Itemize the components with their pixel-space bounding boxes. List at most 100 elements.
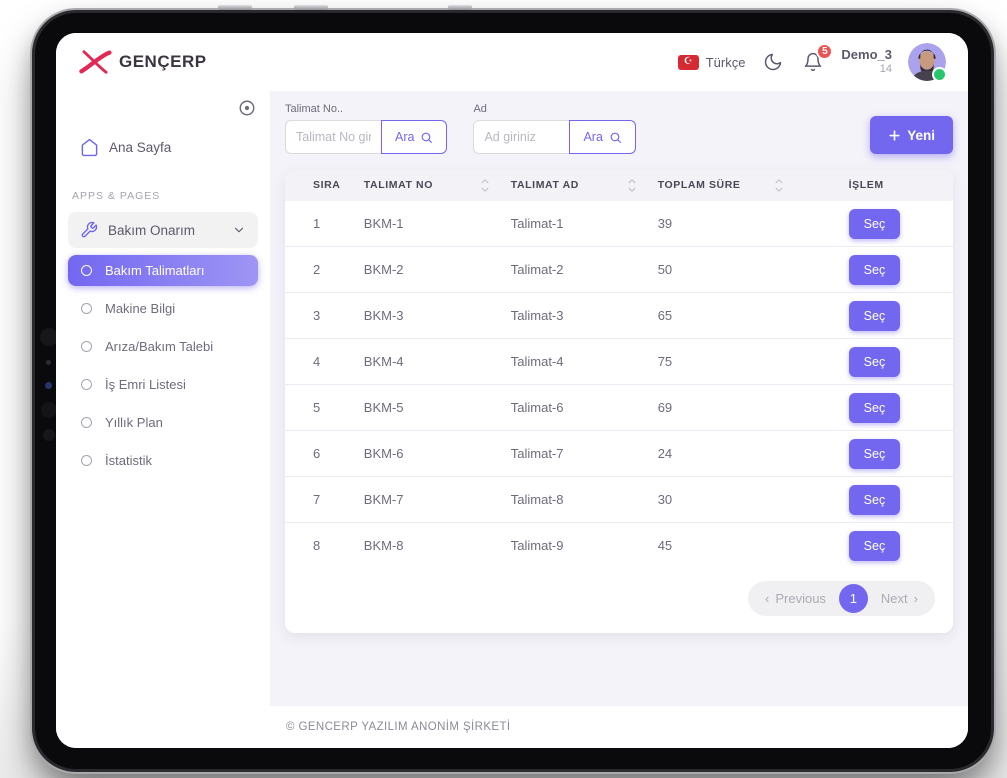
sec-button[interactable]: Seç xyxy=(848,438,901,469)
search-button-label: Ara xyxy=(583,130,603,144)
table-header-row: SIRA TALIMAT NO xyxy=(285,170,953,201)
ad-search-button[interactable]: Ara xyxy=(569,120,636,154)
new-button[interactable]: Yeni xyxy=(870,116,953,154)
col-talimat-ad[interactable]: TALIMAT AD xyxy=(498,170,646,201)
cell-toplam-sure: 24 xyxy=(645,430,793,477)
app-window: GENÇERP ☪ Türkçe xyxy=(56,33,968,748)
home-icon xyxy=(81,138,98,157)
sidebar-item-ana-sayfa[interactable]: Ana Sayfa xyxy=(68,129,258,166)
sidebar-item-yillik-plan[interactable]: Yıllık Plan xyxy=(68,407,258,438)
pagination-pill: ‹ Previous 1 Next › xyxy=(748,581,935,616)
table-row: 7 BKM-7 Talimat-8 30 Seç xyxy=(285,476,953,523)
avatar[interactable] xyxy=(908,43,947,82)
cell-sira: 5 xyxy=(285,384,352,431)
cell-talimat-ad: Talimat-4 xyxy=(498,338,646,385)
cell-toplam-sure: 39 xyxy=(645,200,793,247)
cell-sira: 7 xyxy=(285,476,352,523)
tablet-camera-dot xyxy=(46,360,51,365)
sec-button[interactable]: Seç xyxy=(848,392,901,423)
col-talimat-no[interactable]: TALIMAT NO xyxy=(351,170,499,201)
tablet-frame: GENÇERP ☪ Türkçe xyxy=(30,5,996,774)
sidebar-item-makine-bilgi[interactable]: Makine Bilgi xyxy=(68,293,258,324)
col-islem: İŞLEM xyxy=(792,170,953,201)
sec-button[interactable]: Seç xyxy=(848,484,901,515)
turkish-flag-icon: ☪ xyxy=(677,54,699,70)
tablet-camera-dot xyxy=(40,328,58,346)
plus-icon xyxy=(889,129,900,141)
cell-talimat-ad: Talimat-8 xyxy=(498,476,646,523)
talimat-no-input[interactable] xyxy=(285,120,381,154)
copyright-text: © GENCERP YAZILIM ANONİM ŞİRKETİ xyxy=(286,721,511,733)
sidebar-collapse-toggle[interactable] xyxy=(238,99,256,117)
chevron-left-icon: ‹ xyxy=(765,591,770,606)
ad-input[interactable] xyxy=(473,120,570,154)
sidebar-item-label: Bakım Talimatları xyxy=(105,263,205,278)
sec-button[interactable]: Seç xyxy=(848,254,901,285)
sec-button[interactable]: Seç xyxy=(848,208,901,239)
sidebar-item-label: Yıllık Plan xyxy=(105,415,163,430)
sort-icon[interactable] xyxy=(481,178,489,193)
sidebar-item-ariza-bakim-talebi[interactable]: Arıza/Bakım Talebi xyxy=(68,331,258,362)
sidebar-item-label: Ana Sayfa xyxy=(109,140,172,155)
sidebar-item-bakim-talimatlari[interactable]: Bakım Talimatları xyxy=(68,255,258,286)
new-button-label: Yeni xyxy=(907,127,935,143)
sec-button[interactable]: Seç xyxy=(848,530,901,561)
brand-logo-icon xyxy=(79,50,112,74)
chevron-down-icon xyxy=(232,223,246,237)
language-selector[interactable]: ☪ Türkçe xyxy=(677,54,745,70)
col-toplam-sure[interactable]: TOPLAM SÜRE xyxy=(645,170,793,201)
sidebar-item-istatistik[interactable]: İstatistik xyxy=(68,445,258,476)
cell-toplam-sure: 75 xyxy=(645,338,793,385)
table-row: 8 BKM-8 Talimat-9 45 Seç xyxy=(285,522,953,568)
chevron-right-icon: › xyxy=(913,591,918,606)
sidebar-section-label: APPS & PAGES xyxy=(72,190,161,202)
table-row: 2 BKM-2 Talimat-2 50 Seç xyxy=(285,246,953,293)
current-page-button[interactable]: 1 xyxy=(838,584,868,613)
sec-button[interactable]: Seç xyxy=(848,346,901,377)
sidebar-item-label: Bakım Onarım xyxy=(108,222,196,238)
previous-page-button[interactable]: ‹ Previous xyxy=(752,591,839,606)
sec-button[interactable]: Seç xyxy=(848,300,901,331)
next-page-button[interactable]: Next › xyxy=(868,591,931,606)
sidebar-item-label: İş Emri Listesi xyxy=(105,377,186,392)
dark-mode-toggle[interactable] xyxy=(761,50,785,74)
tablet-camera-lens xyxy=(45,382,52,389)
wrench-icon xyxy=(81,221,98,238)
sidebar-item-bakim-onarim[interactable]: Bakım Onarım xyxy=(68,212,258,248)
sort-icon[interactable] xyxy=(628,178,636,193)
sort-icon[interactable] xyxy=(775,178,783,193)
talimat-no-search-button[interactable]: Ara xyxy=(381,120,448,154)
notifications-button[interactable]: 5 xyxy=(801,43,834,74)
tablet-top-button xyxy=(294,5,328,10)
cell-talimat-no: BKM-1 xyxy=(351,200,499,247)
cell-talimat-ad: Talimat-9 xyxy=(498,522,646,568)
tablet-camera-dot xyxy=(43,429,55,441)
moon-icon xyxy=(765,53,782,71)
cell-talimat-no: BKM-8 xyxy=(351,522,499,568)
bullet-circle-icon xyxy=(81,341,92,352)
previous-label: Previous xyxy=(775,591,826,606)
search-icon xyxy=(422,132,433,143)
talimat-table: SIRA TALIMAT NO xyxy=(285,170,953,568)
tablet-top-button xyxy=(218,5,252,10)
brand[interactable]: GENÇERP xyxy=(78,49,207,75)
cell-talimat-ad: Talimat-6 xyxy=(498,384,646,431)
table-row: 3 BKM-3 Talimat-3 65 Seç xyxy=(285,292,953,339)
cell-talimat-no: BKM-6 xyxy=(351,430,499,477)
talimat-no-label: Talimat No.. xyxy=(285,103,344,115)
cell-talimat-ad: Talimat-3 xyxy=(498,292,646,339)
brand-name: GENÇERP xyxy=(119,52,207,71)
record-circle-icon xyxy=(239,100,255,116)
sidebar-item-is-emri-listesi[interactable]: İş Emri Listesi xyxy=(68,369,258,400)
cell-toplam-sure: 65 xyxy=(645,292,793,339)
table-card: SIRA TALIMAT NO xyxy=(285,170,953,633)
cell-talimat-no: BKM-4 xyxy=(351,338,499,385)
username: Demo_3 xyxy=(841,47,892,62)
cell-sira: 3 xyxy=(285,292,352,339)
bullet-circle-icon xyxy=(81,303,92,314)
user-meta: Demo_3 14 xyxy=(841,47,892,77)
cell-sira: 8 xyxy=(285,522,352,568)
pagination: ‹ Previous 1 Next › xyxy=(285,568,953,633)
cell-talimat-no: BKM-3 xyxy=(351,292,499,339)
